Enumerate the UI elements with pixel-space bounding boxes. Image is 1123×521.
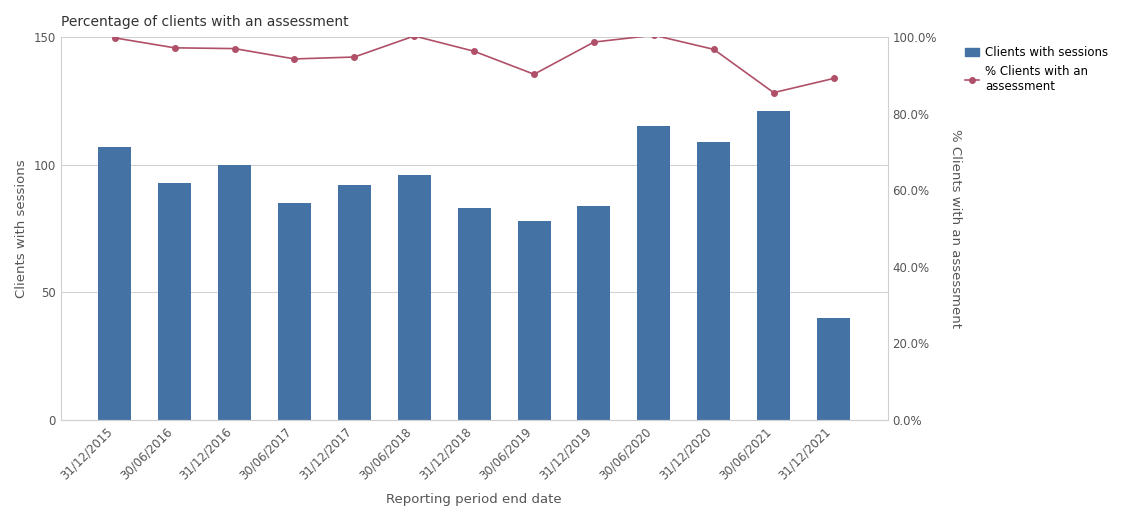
Bar: [697, 142, 730, 420]
Bar: [638, 127, 670, 420]
Bar: [158, 182, 191, 420]
Bar: [757, 111, 791, 420]
Bar: [818, 318, 850, 420]
Bar: [279, 203, 311, 420]
X-axis label: Reporting period end date: Reporting period end date: [386, 493, 562, 506]
Bar: [338, 185, 371, 420]
Bar: [518, 221, 550, 420]
Legend: Clients with sessions, % Clients with an
assessment: Clients with sessions, % Clients with an…: [961, 42, 1112, 96]
Bar: [458, 208, 491, 420]
Bar: [577, 206, 611, 420]
Bar: [98, 147, 131, 420]
Text: Percentage of clients with an assessment: Percentage of clients with an assessment: [61, 15, 348, 29]
Bar: [218, 165, 252, 420]
Y-axis label: Clients with sessions: Clients with sessions: [15, 159, 28, 298]
Y-axis label: % Clients with an assessment: % Clients with an assessment: [949, 129, 962, 328]
Bar: [398, 175, 431, 420]
